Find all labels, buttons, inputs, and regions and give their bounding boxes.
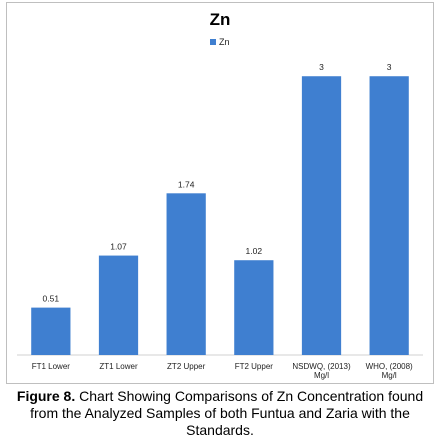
- chart-frame: Zn Zn 0.51 1.07 1.74 1.02 3 3 FT1 Lower ZT1 Lo…: [6, 2, 434, 384]
- caption-text: Chart Showing Comparisons of Zn Concentr…: [30, 388, 424, 438]
- x-tick-label-4-line-1: Mg/l: [314, 371, 329, 380]
- legend-swatch: [210, 39, 216, 45]
- bars-group: [31, 76, 409, 355]
- zn-bar-chart: Zn Zn 0.51 1.07 1.74 1.02 3 3 FT1 Lower ZT1 Lo…: [17, 10, 423, 380]
- data-label-1: 1.07: [110, 242, 127, 252]
- bar-2: [166, 193, 206, 355]
- data-label-0: 0.51: [43, 294, 60, 304]
- x-tick-label-1: ZT1 Lower: [99, 362, 138, 371]
- x-tick-label-2: ZT2 Upper: [167, 362, 206, 371]
- x-tick-label-5-line-0: WHO, (2008): [366, 362, 413, 371]
- legend: Zn: [210, 37, 230, 47]
- caption-label: Figure 8.: [16, 388, 76, 404]
- bar-5: [369, 76, 409, 355]
- bar-4: [301, 76, 342, 355]
- bar-1: [98, 255, 139, 355]
- legend-label: Zn: [219, 37, 230, 47]
- chart-title: Zn: [210, 10, 231, 29]
- tick-labels-group: FT1 Lower ZT1 Lower ZT2 Upper FT2 Upper NSDW…: [32, 362, 413, 380]
- figure-caption: Figure 8. Chart Showing Comparisons of Z…: [4, 388, 436, 439]
- x-tick-label-0: FT1 Lower: [32, 362, 71, 371]
- x-tick-label-3: FT2 Upper: [235, 362, 274, 371]
- bar-3: [234, 260, 274, 355]
- data-label-2: 1.74: [178, 179, 195, 189]
- data-label-5: 3: [387, 62, 392, 72]
- bar-0: [31, 307, 71, 355]
- x-tick-label-5-line-1: Mg/l: [382, 371, 397, 380]
- data-labels-group: 0.51 1.07 1.74 1.02 3 3: [43, 62, 392, 303]
- x-tick-label-4-line-0: NSDWQ, (2013): [292, 362, 351, 371]
- data-label-4: 3: [319, 62, 324, 72]
- data-label-3: 1.02: [246, 246, 263, 256]
